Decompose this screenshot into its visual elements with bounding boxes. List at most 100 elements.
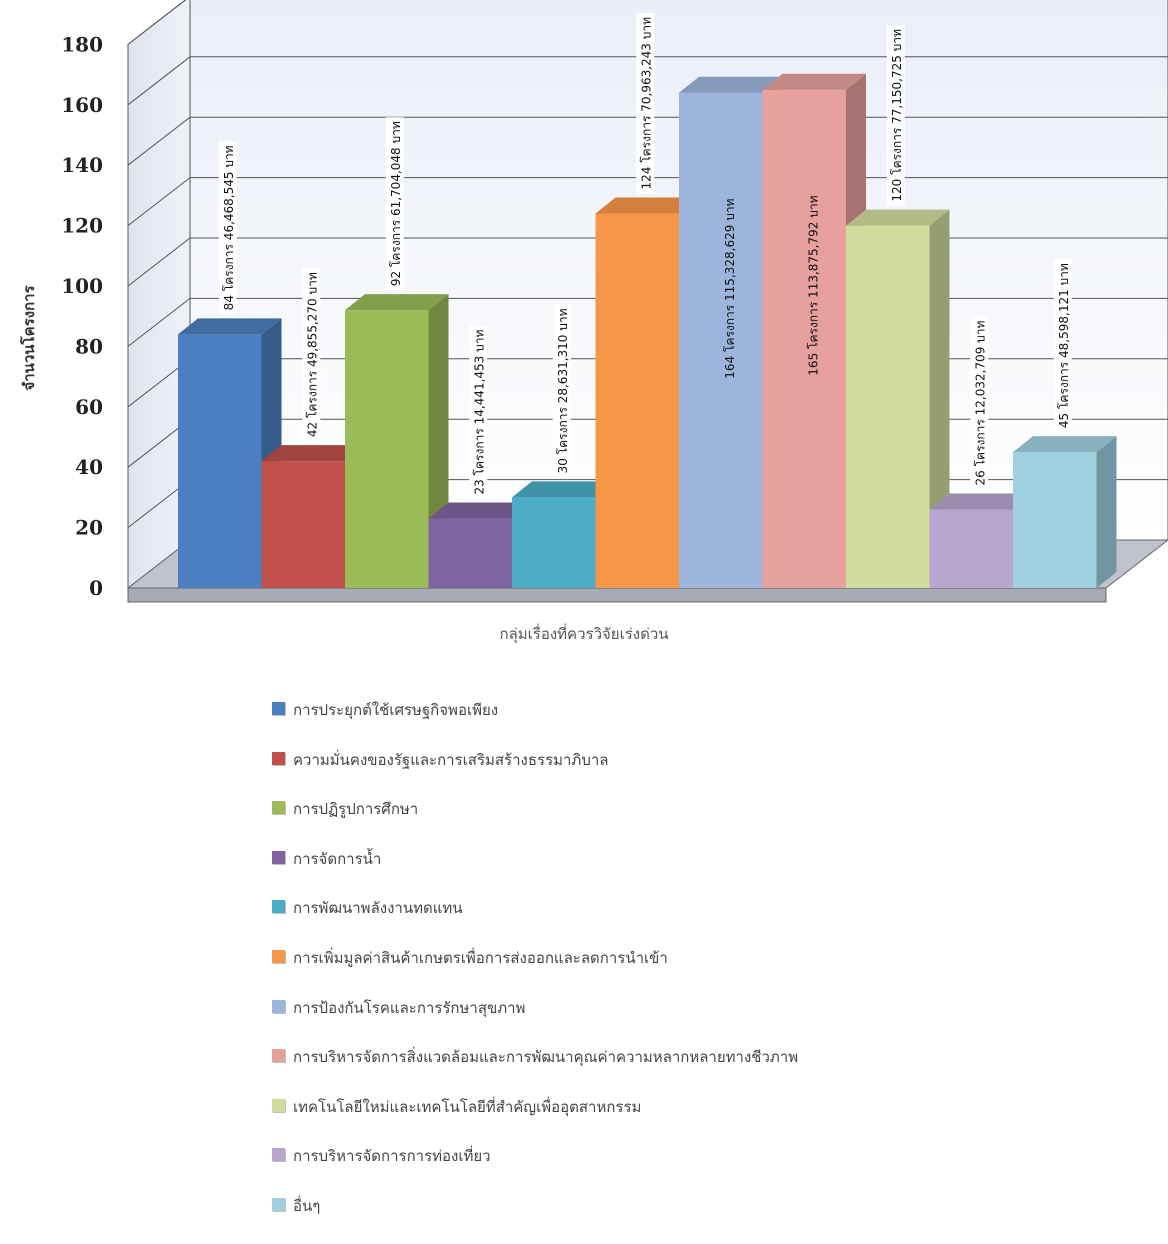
y-tick-label: 140 (61, 153, 103, 177)
gridline-side (127, 298, 191, 347)
y-axis-title: จำนวนโครงการ (19, 284, 38, 390)
bar-front (512, 497, 596, 588)
chart-floor-edge (127, 587, 1107, 603)
legend-label: การประยุกต์ใช้เศรษฐกิจพอเพียง (293, 701, 499, 719)
bar-data-label-box (302, 268, 321, 442)
bar-front (679, 92, 763, 588)
bar-top (428, 502, 532, 519)
legend-swatch (272, 850, 285, 864)
legend-swatch (272, 1197, 285, 1211)
bar-data-label: 30 โครงการ 28,631,310 บาท (552, 304, 571, 478)
bar-data-label-box (1053, 259, 1072, 433)
gridline-side (127, 177, 191, 226)
legend-item: การประยุกต์ใช้เศรษฐกิจพอเพียง (272, 698, 1152, 748)
legend-swatch (272, 1049, 285, 1063)
legend-label: เทคโนโลยีใหม่และเทคโนโลยีที่สำคัญเพื่ออุ… (293, 1097, 642, 1116)
legend-item: การปฏิรูปการศึกษา (272, 797, 1152, 847)
bar-data-label: 165 โครงการ 113,875,792 บาท (806, 195, 820, 375)
bar-side (1096, 436, 1117, 588)
legend-item: การบริหารจัดการสิ่งแวดล้อมและการพัฒนาคุณ… (272, 1045, 1152, 1095)
gridline-side (127, 116, 191, 166)
legend-item: เทคโนโลยีใหม่และเทคโนโลยีที่สำคัญเพื่ออุ… (272, 1095, 1152, 1145)
legend-label: อื่นๆ (293, 1196, 321, 1215)
gridline-side (127, 56, 191, 106)
y-tick-label: 100 (61, 274, 103, 298)
legend-item: อื่นๆ (272, 1194, 1152, 1244)
legend-item: การจัดการน้ำ (272, 847, 1152, 897)
bar-data-label-box (469, 325, 488, 499)
legend-item: การพัฒนาพลังงานทดแทน (272, 896, 1152, 946)
y-tick-label: 180 (61, 32, 103, 56)
legend-swatch (272, 1098, 285, 1112)
bar-top (929, 493, 1033, 510)
bar-front (261, 461, 345, 588)
bar-top (178, 318, 282, 335)
bar-top (595, 197, 699, 214)
legend-swatch (272, 751, 285, 765)
legend-swatch (272, 702, 285, 715)
bar (846, 209, 950, 588)
legend-label: ความมั่นคงของรัฐและการเสริมสร้างธรรมาภิบ… (293, 750, 609, 769)
bar-data-label-box (886, 25, 905, 206)
y-tick-label: 40 (75, 455, 103, 479)
bar-data-label: 120 โครงการ 77,150,725 บาท (886, 25, 905, 206)
bar-data-label: 164 โครงการ 115,328,629 บาท (723, 198, 737, 378)
bar (1013, 436, 1117, 588)
bar-data-label-text: 45 โครงการ 48,598,121 บาท (1057, 263, 1071, 428)
bar-data-label-box (385, 117, 404, 291)
bar-data-label-text: 164 โครงการ 115,328,629 บาท (723, 198, 737, 378)
y-tick-label: 160 (61, 93, 103, 117)
bar-front (595, 213, 679, 588)
bar-data-label-box (552, 304, 571, 478)
bar-data-label-text: 92 โครงการ 61,704,048 บาท (389, 121, 403, 286)
legend-swatch (272, 999, 285, 1013)
bar-data-label-text: 30 โครงการ 28,631,310 บาท (556, 308, 570, 473)
bar-data-label: 84 โครงการ 46,468,545 บาท (218, 141, 237, 315)
y-tick-label: 60 (75, 395, 103, 419)
bar-front (345, 310, 429, 588)
bar-data-label-text: 120 โครงการ 77,150,725 บาท (890, 29, 904, 202)
bar-data-label-box (636, 12, 655, 194)
bar-data-label-text: 165 โครงการ 113,875,792 บาท (806, 195, 820, 375)
bar-front (1013, 452, 1097, 588)
bar-top (762, 73, 866, 90)
gridline-side (127, 237, 191, 287)
bar-data-label-text: 26 โครงการ 12,032,709 บาท (973, 320, 987, 485)
bar-data-label: 26 โครงการ 12,032,709 บาท (970, 316, 989, 490)
legend-item: การบริหารจัดการการท่องเที่ยว (272, 1144, 1152, 1194)
bar-side (929, 209, 950, 588)
x-axis-title: กลุ่มเรื่องที่ควรวิจัยเร่งด่วน (499, 625, 669, 643)
bar-data-label: 23 โครงการ 14,441,453 บาท (469, 325, 488, 499)
legend-label: การพัฒนาพลังงานทดแทน (293, 899, 463, 918)
bar-data-label-text: 84 โครงการ 46,468,545 บาท (222, 145, 236, 310)
bar-data-label-text: 124 โครงการ 70,963,243 บาท (639, 17, 653, 190)
legend-label: การป้องกันโรคและการรักษาสุขภาพ (293, 998, 526, 1017)
bar-data-label-text: 42 โครงการ 49,855,270 บาท (305, 272, 319, 437)
legend-label: การจัดการน้ำ (293, 849, 382, 868)
gridline-side (127, 0, 187, 45)
legend-item: การป้องกันโรคและการรักษาสุขภาพ (272, 996, 1152, 1046)
legend-swatch (272, 801, 285, 815)
bar-data-label: 92 โครงการ 61,704,048 บาท (385, 117, 404, 291)
legend-label: การปฏิรูปการศึกษา (293, 800, 419, 819)
legend-swatch (272, 949, 285, 963)
legend-label: การเพิ่มมูลค่าสินค้าเกษตรเพื่อการส่งออกแ… (293, 948, 668, 967)
y-tick-label: 0 (89, 576, 103, 600)
bar-front (846, 225, 930, 588)
legend-label: การบริหารจัดการการท่องเที่ยว (293, 1147, 491, 1166)
legend-swatch (272, 900, 285, 914)
bar-data-label-box (218, 141, 237, 315)
legend-item: ความมั่นคงของรัฐและการเสริมสร้างธรรมาภิบ… (272, 748, 1152, 798)
bar-top (679, 76, 783, 93)
bar-front (428, 518, 512, 588)
bar-top (512, 481, 616, 498)
legend-label: การบริหารจัดการสิ่งแวดล้อมและการพัฒนาคุณ… (293, 1048, 799, 1067)
bar-data-label: 124 โครงการ 70,963,243 บาท (636, 12, 655, 194)
bar-front (929, 509, 1013, 588)
bar-top (345, 294, 449, 311)
y-tick-label: 120 (61, 214, 103, 238)
legend-swatch (272, 1148, 285, 1162)
y-tick-label: 20 (75, 516, 103, 540)
bar-top (261, 445, 365, 462)
